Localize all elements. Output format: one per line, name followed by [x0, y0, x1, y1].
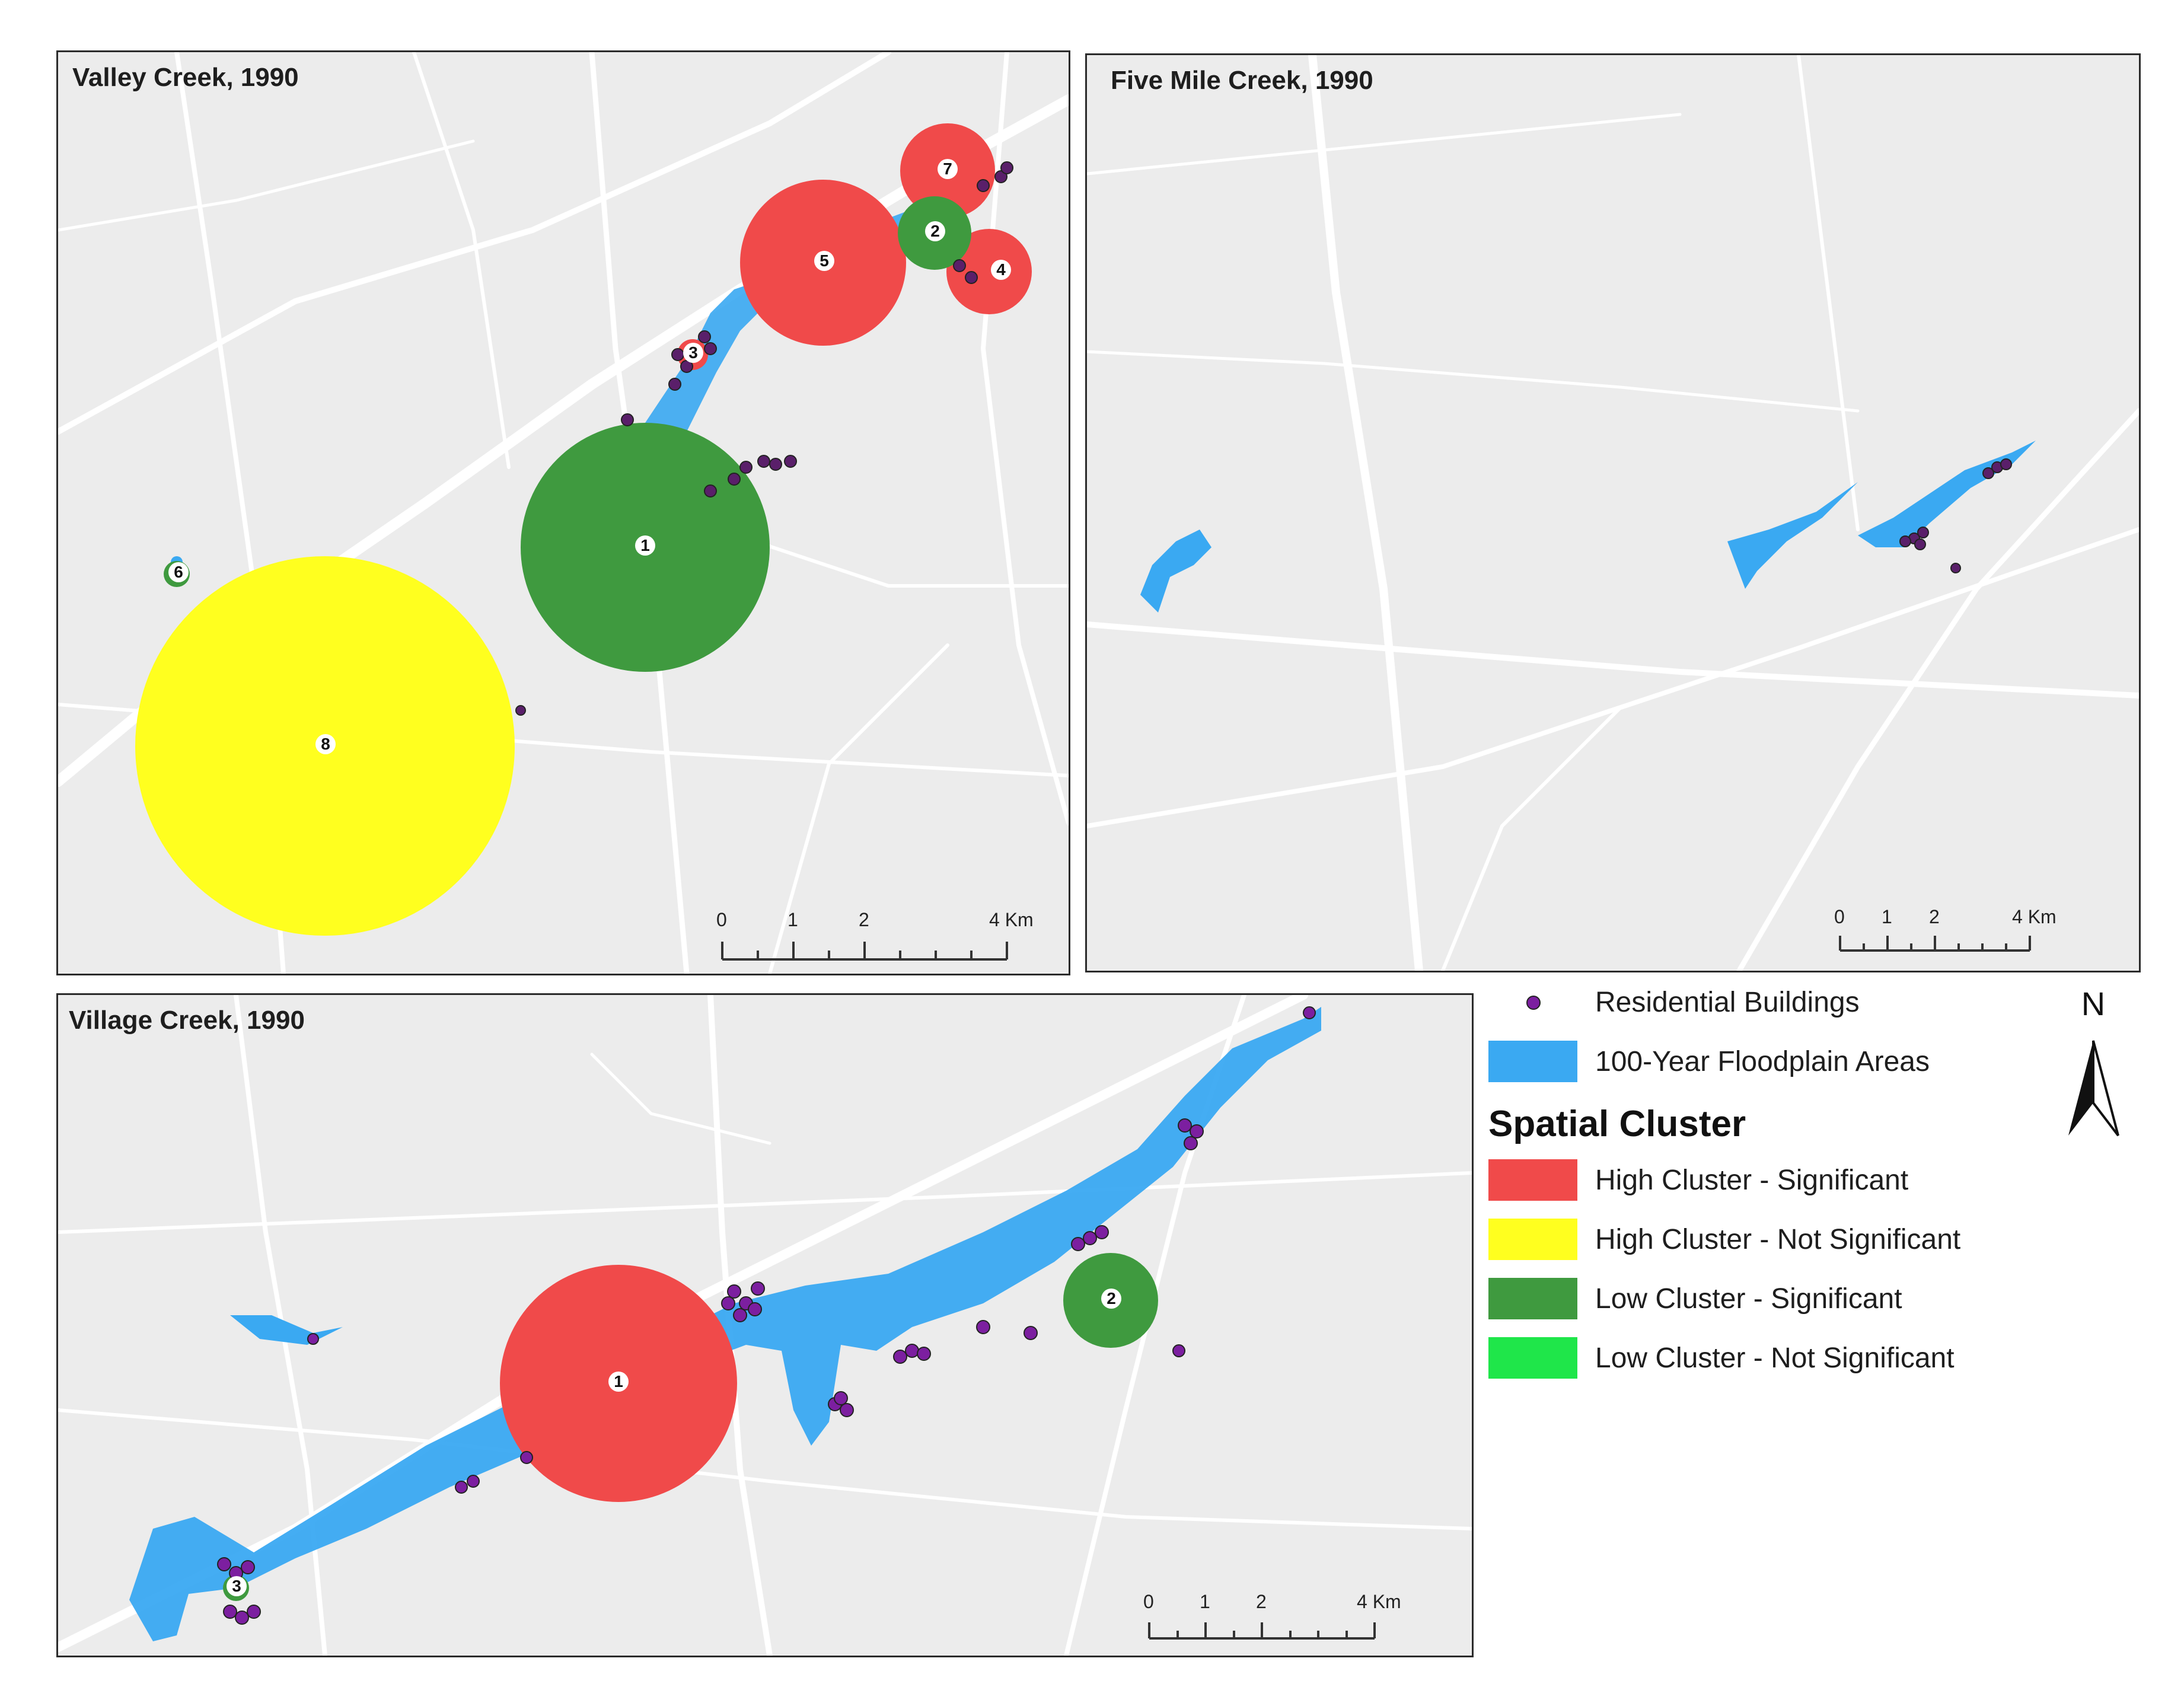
scale-tick-1: 1	[1200, 1591, 1210, 1612]
residential-building-symbol	[1488, 981, 1577, 1023]
residential-buildings	[1899, 458, 2012, 573]
high-not-significant-swatch	[1488, 1219, 1577, 1260]
floodplain-swatch	[1488, 1041, 1577, 1082]
cluster-circles	[223, 1253, 1158, 1601]
scale-tick-4km: 4 Km	[2012, 906, 2057, 927]
valley-creek-map-graphics	[58, 52, 1069, 974]
map-legend: Residential Buildings 100-Year Floodplai…	[1488, 981, 2170, 1396]
scale-tick-4km: 4 Km	[1357, 1591, 1401, 1612]
valley-creek-title: Valley Creek, 1990	[72, 63, 299, 92]
legend-item-low-significant: Low Cluster - Significant	[1488, 1278, 1902, 1319]
village-creek-map-graphics	[58, 995, 1472, 1656]
scale-bar	[721, 942, 1008, 961]
village-creek-title: Village Creek, 1990	[69, 1006, 305, 1035]
cluster-label-6: 6	[168, 562, 189, 582]
legend-item-label: Low Cluster - Significant	[1595, 1283, 1902, 1315]
valley-creek-map: Valley Creek, 1990 1 2 3 4 5 6 7 8 0 1 2…	[56, 50, 1070, 975]
legend-item-label: High Cluster - Significant	[1595, 1164, 1909, 1196]
legend-item-low-not-significant: Low Cluster - Not Significant	[1488, 1337, 1955, 1379]
scale-bar	[1839, 936, 2031, 952]
legend-item-label: Low Cluster - Not Significant	[1595, 1342, 1955, 1374]
scale-bar	[1148, 1622, 1376, 1640]
cluster-label-3: 3	[683, 343, 703, 363]
legend-item-label: High Cluster - Not Significant	[1595, 1223, 1961, 1255]
scale-tick-0: 0	[1143, 1591, 1154, 1612]
cluster-label-1: 1	[608, 1372, 629, 1392]
five-mile-creek-title: Five Mile Creek, 1990	[1111, 66, 1373, 95]
cluster-label-2: 2	[925, 221, 945, 241]
high-significant-swatch	[1488, 1159, 1577, 1201]
five-mile-creek-map: Five Mile Creek, 1990 0 1 2 4 Km	[1085, 53, 2141, 972]
legend-residential: Residential Buildings	[1488, 981, 1860, 1023]
legend-item-high-significant: High Cluster - Significant	[1488, 1159, 1908, 1201]
scale-tick-0: 0	[716, 909, 727, 930]
north-letter: N	[2081, 985, 2106, 1022]
five-mile-creek-map-graphics	[1087, 55, 2139, 971]
cluster-label-3: 3	[227, 1576, 247, 1596]
cluster-label-1: 1	[635, 535, 655, 556]
legend-item-high-not-significant: High Cluster - Not Significant	[1488, 1219, 1960, 1260]
cluster-circle-4	[946, 229, 1032, 314]
residential-buildings	[515, 161, 1013, 716]
legend-heading: Spatial Cluster	[1488, 1104, 1746, 1144]
north-arrow-icon	[2068, 1040, 2119, 1137]
scale-tick-1: 1	[1882, 906, 1892, 927]
scale-tick-2: 2	[859, 909, 869, 930]
road-network	[1087, 55, 2139, 971]
cluster-label-5: 5	[814, 251, 834, 271]
cluster-label-8: 8	[315, 734, 336, 754]
legend-floodplain: 100-Year Floodplain Areas	[1488, 1041, 1930, 1082]
residential-buildings	[217, 1006, 1316, 1625]
scale-tick-0: 0	[1834, 906, 1845, 927]
legend-floodplain-label: 100-Year Floodplain Areas	[1595, 1045, 1930, 1077]
low-significant-swatch	[1488, 1278, 1577, 1319]
scale-tick-4km: 4 Km	[989, 909, 1034, 930]
cluster-label-4: 4	[991, 260, 1011, 280]
floodplain-areas	[1140, 441, 2036, 613]
scale-tick-2: 2	[1929, 906, 1940, 927]
cluster-label-2: 2	[1101, 1289, 1121, 1309]
cluster-circles	[135, 123, 1032, 936]
low-not-significant-swatch	[1488, 1337, 1577, 1379]
cluster-label-7: 7	[938, 159, 958, 179]
legend-residential-label: Residential Buildings	[1595, 986, 1860, 1018]
scale-tick-1: 1	[787, 909, 798, 930]
scale-tick-2: 2	[1256, 1591, 1267, 1612]
village-creek-map: Village Creek, 1990 1 2 3 0 1 2 4 Km	[56, 993, 1474, 1657]
north-arrow: N	[2058, 984, 2129, 1139]
